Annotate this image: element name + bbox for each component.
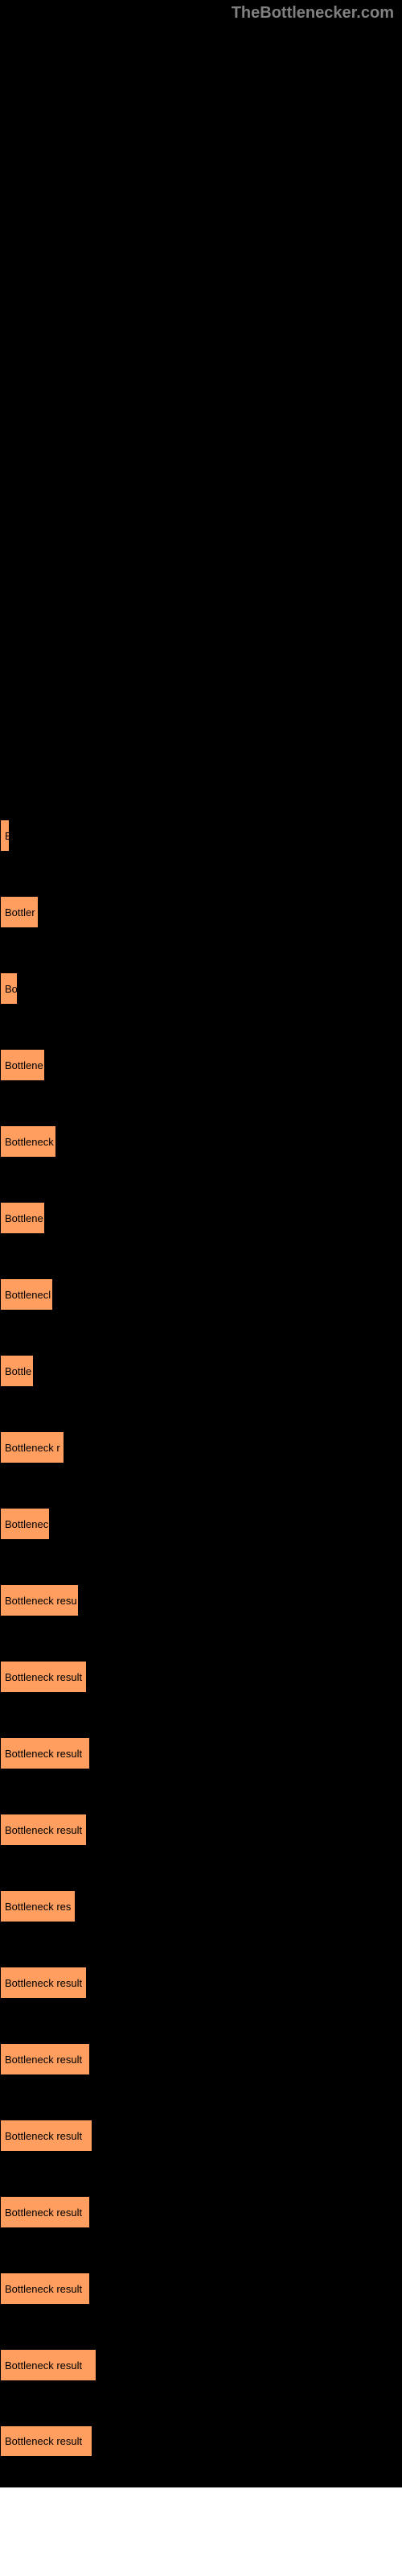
bar-row: Bottleneck result bbox=[0, 1944, 402, 2021]
chart-container: TheBottlenecker.com B Bottler Bo Bottlene Bo… bbox=[0, 0, 402, 2487]
bar-row: Bottleneck resu bbox=[0, 1562, 402, 1638]
bar: Bottleneck result bbox=[0, 2349, 96, 2381]
bar: Bottle bbox=[0, 1355, 34, 1387]
bar-row: B bbox=[0, 797, 402, 873]
bar-row: Bottleneck r bbox=[0, 1409, 402, 1485]
bar-row: Bottleneck bbox=[0, 1103, 402, 1179]
bar: Bottleneck bbox=[0, 1125, 56, 1158]
bar: Bottleneck result bbox=[0, 1737, 90, 1769]
bar-row: Bo bbox=[0, 950, 402, 1026]
bar-row: Bottleneck result bbox=[0, 2326, 402, 2403]
watermark-text: TheBottlenecker.com bbox=[232, 4, 394, 23]
bar: Bottleneck resu bbox=[0, 1584, 79, 1616]
bar-row: Bottleneck result bbox=[0, 1791, 402, 1868]
bar: Bottleneck res bbox=[0, 1890, 76, 1922]
bar-row: Bottleneck result bbox=[0, 2403, 402, 2479]
bar: Bo bbox=[0, 972, 18, 1005]
bar: Bottleneck result bbox=[0, 2120, 92, 2152]
bottom-black-area bbox=[0, 2479, 402, 2487]
bar-chart-area: B Bottler Bo Bottlene Bottleneck Bottlene Bott… bbox=[0, 797, 402, 2479]
bar: Bottleneck result bbox=[0, 1814, 87, 1846]
bar-row: Bottleneck result bbox=[0, 2097, 402, 2174]
bar: B bbox=[0, 819, 10, 852]
bar-row: Bottle bbox=[0, 1332, 402, 1409]
bar: Bottleneck r bbox=[0, 1431, 64, 1463]
bar-row: Bottleneck res bbox=[0, 1868, 402, 1944]
bar-row: Bottlenecl bbox=[0, 1256, 402, 1332]
bar: Bottlenec bbox=[0, 1508, 50, 1540]
bar: Bottlene bbox=[0, 1202, 45, 1234]
bar: Bottleneck result bbox=[0, 2425, 92, 2457]
bar-row: Bottlene bbox=[0, 1026, 402, 1103]
bar: Bottlenecl bbox=[0, 1278, 53, 1311]
bar-row: Bottlenec bbox=[0, 1485, 402, 1562]
bar: Bottleneck result bbox=[0, 2273, 90, 2305]
bar-row: Bottlene bbox=[0, 1179, 402, 1256]
bar-row: Bottleneck result bbox=[0, 2250, 402, 2326]
bar-row: Bottler bbox=[0, 873, 402, 950]
bar: Bottler bbox=[0, 896, 39, 928]
bar-row: Bottleneck result bbox=[0, 2021, 402, 2097]
bar: Bottlene bbox=[0, 1049, 45, 1081]
top-black-area bbox=[0, 0, 402, 797]
bar-row: Bottleneck result bbox=[0, 2174, 402, 2250]
bar: Bottleneck result bbox=[0, 2196, 90, 2228]
bar-row: Bottleneck result bbox=[0, 1638, 402, 1715]
bar: Bottleneck result bbox=[0, 1967, 87, 1999]
bar-row: Bottleneck result bbox=[0, 1715, 402, 1791]
bar: Bottleneck result bbox=[0, 1661, 87, 1693]
bar: Bottleneck result bbox=[0, 2043, 90, 2075]
